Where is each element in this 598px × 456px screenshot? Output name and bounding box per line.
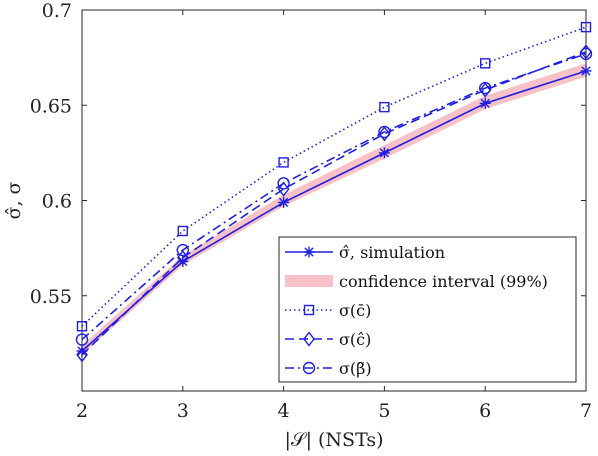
y-tick-label: 0.7 — [42, 0, 72, 22]
legend-label: confidence interval (99%) — [339, 272, 548, 291]
data-point-diamond — [76, 347, 88, 363]
legend-label: σ(c̄) — [339, 301, 371, 320]
data-point-circle — [579, 47, 593, 61]
data-point-asterisk — [177, 255, 189, 267]
y-tick-label: 0.65 — [30, 95, 72, 117]
data-point-asterisk — [278, 196, 290, 208]
data-point-asterisk — [580, 65, 592, 77]
data-point-diamond — [479, 82, 492, 98]
series-line-dashdot — [81, 53, 587, 341]
data-point-asterisk — [378, 147, 390, 159]
data-point-circle — [75, 333, 89, 346]
data-point-square — [76, 321, 88, 332]
legend-marker-asterisk — [303, 246, 315, 258]
y-axis-label: σ̂, σ — [3, 181, 25, 219]
marker-stroke — [379, 148, 390, 158]
legend-marker-diamond — [303, 331, 315, 347]
series-line-dashed — [81, 51, 587, 356]
data-point-diamond — [378, 126, 391, 142]
data-point-square — [379, 101, 390, 113]
series-layer — [75, 21, 593, 363]
data-point-circle — [277, 177, 290, 190]
data-point-circle — [176, 243, 190, 257]
legend-marker-square — [303, 304, 315, 316]
x-tick-label: 4 — [278, 400, 290, 422]
legend-marker-circle — [302, 361, 316, 375]
x-axis-label: |𝒮| (NSTs) — [284, 429, 383, 451]
series-line-solid — [81, 70, 587, 352]
marker-stroke — [480, 98, 490, 108]
axes — [81, 9, 587, 392]
x-tick-label: 5 — [378, 400, 390, 422]
marker-stroke — [178, 256, 188, 267]
data-point-circle — [479, 81, 492, 95]
legend-label: σ̂, simulation — [339, 243, 445, 262]
marker-stroke — [304, 247, 314, 257]
data-point-asterisk — [76, 345, 88, 357]
data-point-square — [278, 157, 289, 168]
x-tick-label: 3 — [177, 400, 189, 422]
legend-label: σ(ĉ) — [339, 330, 371, 349]
legend-box — [278, 236, 577, 383]
data-point-square — [580, 21, 592, 33]
data-point-circle — [378, 125, 391, 139]
x-tick-label: 7 — [580, 400, 592, 422]
legend-label: σ(β̃) — [339, 359, 372, 378]
legend: σ̂, simulation confidence interval (99%) σ… — [278, 236, 577, 383]
band-layer — [82, 63, 586, 355]
x-tick-label: 2 — [76, 400, 88, 422]
x-tick-label: 6 — [479, 400, 491, 422]
y-tick-label: 0.6 — [42, 191, 72, 213]
marker-stroke — [278, 197, 289, 208]
marker-stroke — [77, 346, 87, 356]
data-point-square — [480, 58, 491, 69]
y-tick-label: 0.55 — [30, 286, 72, 308]
tick-labels: 2 3 4 5 6 7 0.55 0.6 0.65 0.7 — [30, 0, 592, 422]
data-point-asterisk — [479, 97, 491, 109]
confidence-band — [82, 63, 586, 355]
legend-swatch-band — [285, 275, 333, 287]
marker-stroke — [581, 66, 591, 76]
data-point-square — [177, 225, 189, 237]
